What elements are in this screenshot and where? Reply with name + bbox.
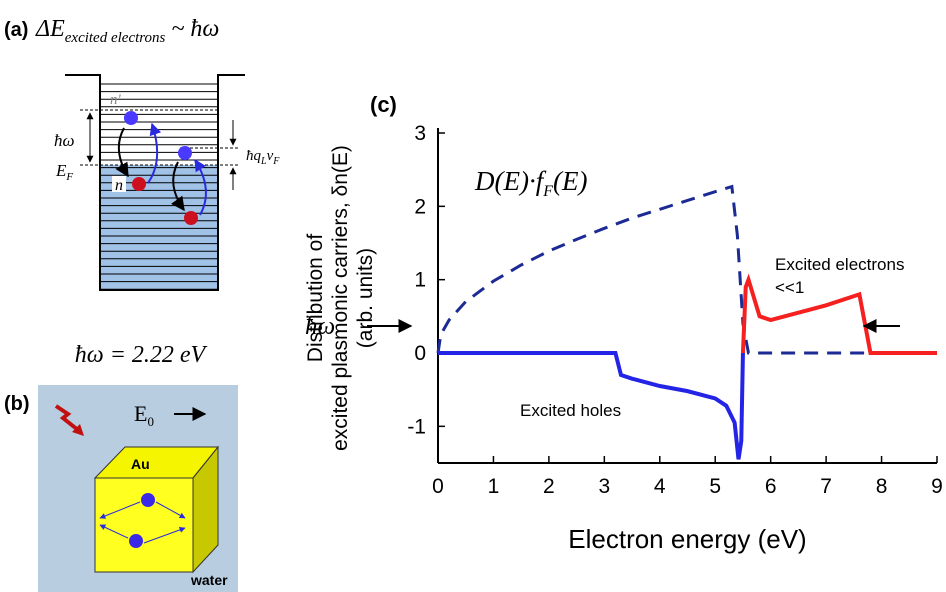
formula-rest: ~ ħω bbox=[171, 16, 219, 42]
y-axis-label: excited plasmonic carriers, δn(E) bbox=[329, 145, 352, 451]
material-label: Au bbox=[131, 456, 150, 472]
x-tick-label: 9 bbox=[931, 475, 943, 498]
arrow-label: ħω bbox=[305, 313, 335, 340]
series-label-sub: F bbox=[542, 183, 553, 200]
field-label: E0 bbox=[134, 401, 154, 429]
y-tick-label: 2 bbox=[414, 195, 426, 218]
formula-sub: excited electrons bbox=[65, 30, 166, 46]
x-tick-label: 2 bbox=[543, 475, 555, 498]
momentum-a: ħq bbox=[246, 148, 262, 164]
x-tick-label: 8 bbox=[876, 475, 888, 498]
field-main: E bbox=[134, 401, 147, 426]
level-label: n bbox=[115, 177, 123, 194]
x-axis-label: Electron energy (eV) bbox=[568, 524, 806, 554]
y-tick-label: -1 bbox=[407, 415, 426, 438]
momentum-b-sub: F bbox=[272, 156, 280, 167]
x-tick-label: 6 bbox=[765, 475, 777, 498]
photon-energy: ħω = 2.22 eV bbox=[75, 342, 208, 368]
series-line bbox=[740, 273, 937, 355]
series-label-a: D(E)·f bbox=[474, 166, 547, 196]
x-tick-label: 0 bbox=[432, 475, 444, 498]
momentum-label: ħqLvF bbox=[246, 148, 280, 167]
momentum-a-sub: L bbox=[260, 156, 267, 167]
x-tick-label: 4 bbox=[654, 475, 666, 498]
energy-label: ħω bbox=[54, 131, 75, 150]
x-tick-label: 1 bbox=[488, 475, 500, 498]
series-line bbox=[436, 184, 937, 355]
plot: 0 1 2 3 4 5 6 7 8 9 -1 0 1 2 3 Electron energy (eV) Dist… bbox=[304, 122, 943, 554]
series-label: D(E)·fF(E) bbox=[474, 166, 588, 200]
energy-well bbox=[65, 74, 245, 291]
cube-scene bbox=[38, 385, 238, 592]
panel-label: (b) bbox=[4, 393, 30, 415]
formula-main: ΔE bbox=[35, 16, 65, 42]
x-tick-label: 3 bbox=[598, 475, 610, 498]
y-tick-label: 0 bbox=[414, 342, 426, 365]
panel-label: (a) bbox=[4, 19, 28, 41]
series-label-b: (E) bbox=[553, 166, 587, 196]
field-sub: 0 bbox=[147, 414, 154, 429]
series-label: Excited holes bbox=[520, 401, 621, 420]
fermi-main: E bbox=[55, 161, 67, 180]
fermi-label: EF bbox=[55, 161, 73, 183]
momentum-b: v bbox=[267, 148, 274, 164]
series-line bbox=[438, 351, 745, 460]
series-note: <<1 bbox=[775, 278, 804, 297]
y-axis-label: (arb. units) bbox=[354, 248, 377, 348]
fermi-sub: F bbox=[65, 171, 73, 183]
level-label: n' bbox=[110, 92, 122, 108]
x-tick-label: 5 bbox=[709, 475, 721, 498]
y-tick-label: 1 bbox=[414, 269, 426, 292]
y-tick-label: 3 bbox=[414, 122, 426, 145]
panel-label: (c) bbox=[370, 92, 397, 117]
x-tick-label: 7 bbox=[820, 475, 832, 498]
series-label: Excited electrons bbox=[775, 255, 904, 274]
medium-label: water bbox=[190, 572, 228, 588]
y-axis-label: Distribution of bbox=[304, 234, 327, 363]
formula: ΔEexcited electrons ~ ħω bbox=[35, 16, 219, 46]
